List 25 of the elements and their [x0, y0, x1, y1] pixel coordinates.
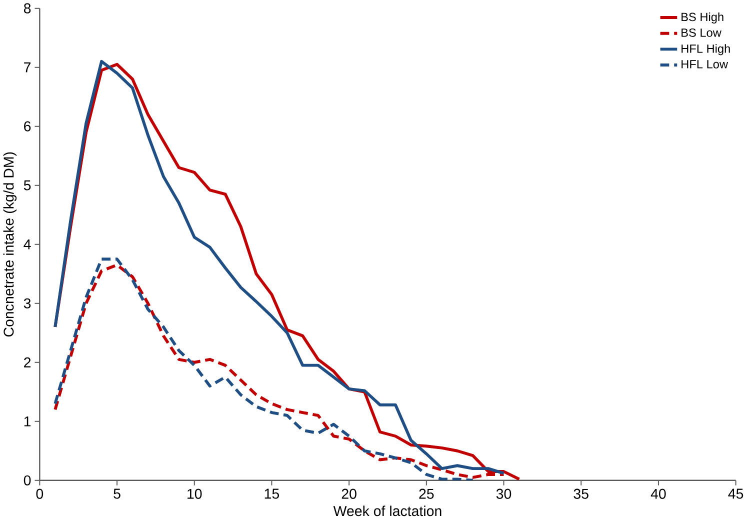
x-tick-label: 45 — [728, 488, 744, 499]
y-tick-label: 7 — [24, 62, 31, 72]
x-axis-title: Week of lactation — [333, 505, 442, 516]
y-tick-label: 4 — [24, 239, 31, 250]
x-tick-label: 35 — [574, 488, 588, 499]
y-tick-label: 3 — [24, 298, 31, 308]
y-tick-label: 6 — [24, 121, 31, 132]
legend-label: BS High — [682, 12, 724, 24]
y-axis-title: Concnetrate intake (kg/d DM) — [3, 152, 17, 336]
x-tick-label: 30 — [496, 488, 512, 499]
y-tick-label: 5 — [24, 180, 31, 190]
x-tick-label: 20 — [342, 488, 356, 499]
legend-label: BS Low — [682, 28, 722, 37]
y-tick-label: 8 — [24, 3, 31, 14]
x-tick-label: 15 — [264, 488, 280, 499]
y-tick-label: 1 — [24, 416, 31, 426]
x-tick-label: 0 — [36, 488, 44, 499]
legend-label: HFL Low — [682, 60, 728, 68]
legend-label: HFL High — [682, 44, 730, 56]
y-tick-label: 0 — [24, 475, 31, 486]
x-tick-label: 25 — [419, 488, 434, 499]
x-tick-label: 5 — [114, 488, 120, 499]
x-tick-label: 10 — [188, 488, 202, 499]
x-tick-label: 40 — [650, 488, 666, 499]
y-tick-label: 2 — [24, 357, 31, 368]
